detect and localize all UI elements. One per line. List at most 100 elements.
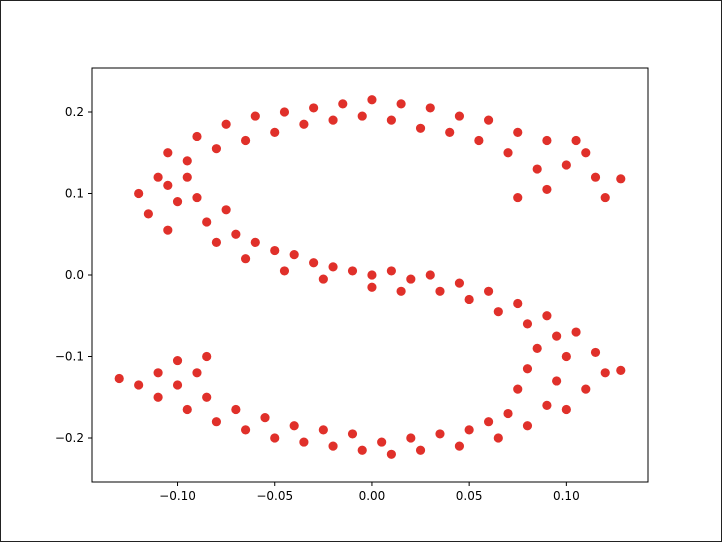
point — [317, 273, 329, 285]
point — [512, 192, 524, 203]
point — [570, 135, 582, 146]
point — [385, 448, 397, 460]
point — [308, 257, 320, 269]
point — [580, 147, 592, 159]
point — [230, 404, 242, 415]
point — [211, 143, 222, 155]
point — [560, 351, 572, 362]
point — [269, 245, 281, 256]
point — [434, 428, 446, 440]
point — [249, 237, 261, 248]
point — [541, 310, 553, 322]
point — [152, 367, 164, 379]
point — [599, 367, 611, 379]
point — [473, 135, 485, 146]
point — [347, 265, 358, 277]
point — [424, 269, 436, 281]
point — [347, 428, 358, 440]
point — [279, 106, 290, 118]
point — [191, 367, 203, 379]
point — [522, 318, 533, 330]
point — [240, 424, 251, 436]
point — [269, 126, 281, 138]
point — [434, 285, 446, 297]
point — [454, 110, 465, 122]
point — [288, 249, 300, 261]
point — [385, 114, 397, 126]
point — [327, 261, 339, 273]
point — [512, 383, 524, 395]
point — [211, 237, 222, 248]
point — [181, 171, 193, 183]
point — [201, 391, 213, 403]
point — [415, 122, 426, 134]
x-tick-label: 0.10 — [553, 489, 580, 503]
y-tick-label: −0.2 — [55, 431, 84, 445]
point — [531, 342, 543, 354]
point — [181, 404, 193, 415]
point — [483, 114, 494, 126]
point — [580, 383, 592, 395]
point — [269, 432, 281, 444]
point — [522, 420, 533, 432]
point — [230, 228, 242, 240]
point — [172, 379, 183, 391]
point — [551, 330, 563, 342]
point — [570, 326, 582, 338]
point — [590, 347, 601, 358]
point — [162, 147, 174, 159]
point — [249, 110, 261, 122]
point — [560, 159, 572, 171]
point — [454, 277, 465, 289]
point — [317, 424, 329, 436]
point — [463, 294, 475, 305]
point — [483, 416, 494, 428]
point — [615, 364, 627, 376]
point — [502, 408, 514, 419]
point — [162, 224, 174, 236]
point — [541, 399, 553, 411]
point — [142, 208, 154, 220]
point — [298, 118, 310, 130]
point — [201, 216, 213, 228]
point — [211, 416, 222, 428]
y-tick-label: 0.0 — [65, 268, 84, 282]
point — [220, 118, 232, 130]
point — [590, 171, 601, 183]
point — [172, 355, 183, 366]
point — [454, 440, 465, 452]
points — [113, 94, 627, 460]
point — [541, 135, 553, 146]
point — [308, 102, 320, 114]
point — [327, 114, 339, 126]
point — [483, 285, 494, 297]
point — [599, 192, 611, 203]
point — [259, 412, 271, 424]
y-tick-label: 0.1 — [65, 187, 84, 201]
x-tick-label: 0.05 — [456, 489, 483, 503]
point — [191, 192, 203, 203]
point — [133, 188, 145, 199]
point — [152, 171, 164, 183]
point — [405, 273, 417, 285]
point — [415, 444, 426, 456]
point — [405, 432, 417, 444]
point — [560, 404, 572, 415]
point — [502, 147, 514, 159]
point — [512, 126, 524, 138]
point — [531, 163, 543, 175]
point — [240, 253, 251, 265]
point — [162, 179, 174, 191]
point — [201, 351, 213, 362]
point — [366, 269, 378, 281]
point — [385, 265, 397, 277]
point — [551, 375, 563, 387]
point — [220, 204, 232, 216]
point — [152, 391, 164, 403]
point — [181, 155, 193, 167]
point — [492, 306, 504, 318]
point — [424, 102, 436, 114]
point — [395, 98, 407, 110]
point — [337, 98, 349, 110]
